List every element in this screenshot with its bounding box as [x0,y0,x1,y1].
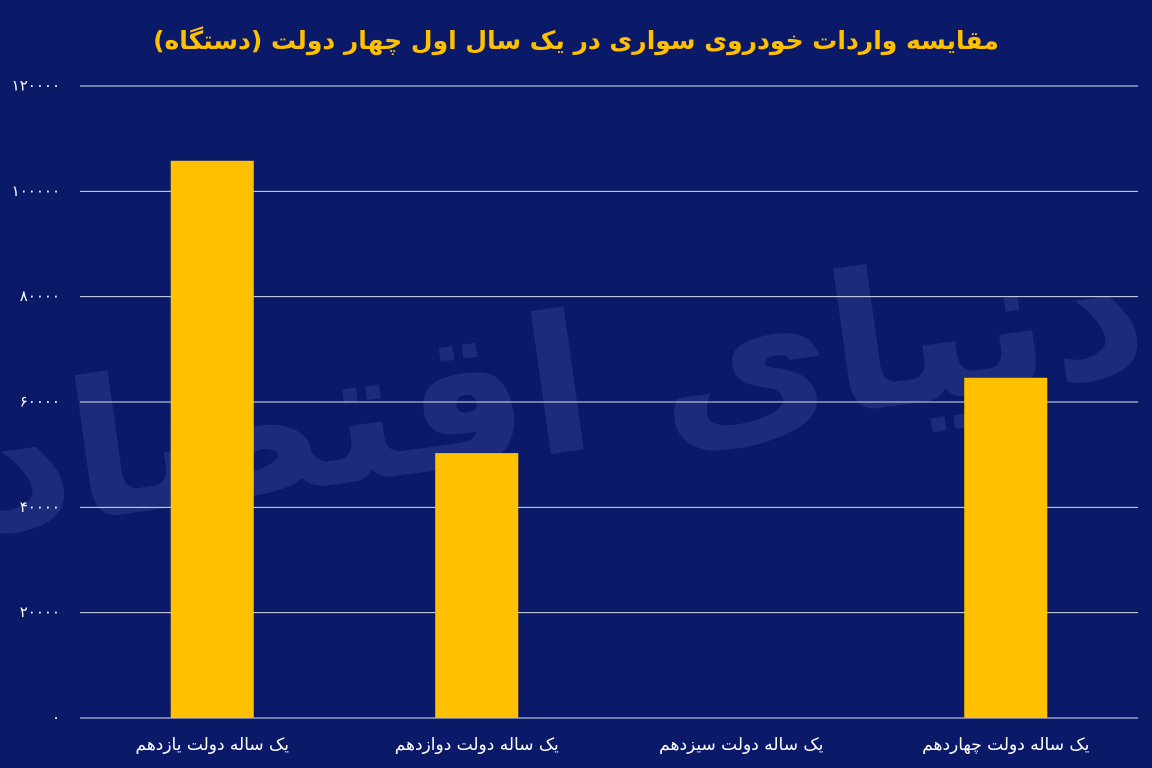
y-tick-label: ۱۲۰۰۰۰ [12,77,60,95]
x-tick-label: یک ساله دولت یازدهم [136,735,290,755]
x-tick-label: یک ساله دولت دوازدهم [395,735,559,755]
y-tick-label: ۲۰۰۰۰ [20,603,60,621]
bar [964,377,1048,718]
chart-title: مقایسه واردات خودروی سواری در یک سال اول… [153,26,999,56]
y-tick-label: ۱۰۰۰۰۰ [12,182,60,200]
y-tick-label: ۶۰۰۰۰ [20,393,60,411]
y-tick-label: ۸۰۰۰۰ [20,287,60,305]
x-tick-label: یک ساله دولت سیزدهم [659,735,823,755]
bar [170,160,254,718]
y-tick-label: ۴۰۰۰۰ [20,498,60,516]
bar [435,453,519,718]
y-tick-label: ۰ [52,709,60,727]
x-tick-label: یک ساله دولت چهاردهم [922,735,1089,755]
